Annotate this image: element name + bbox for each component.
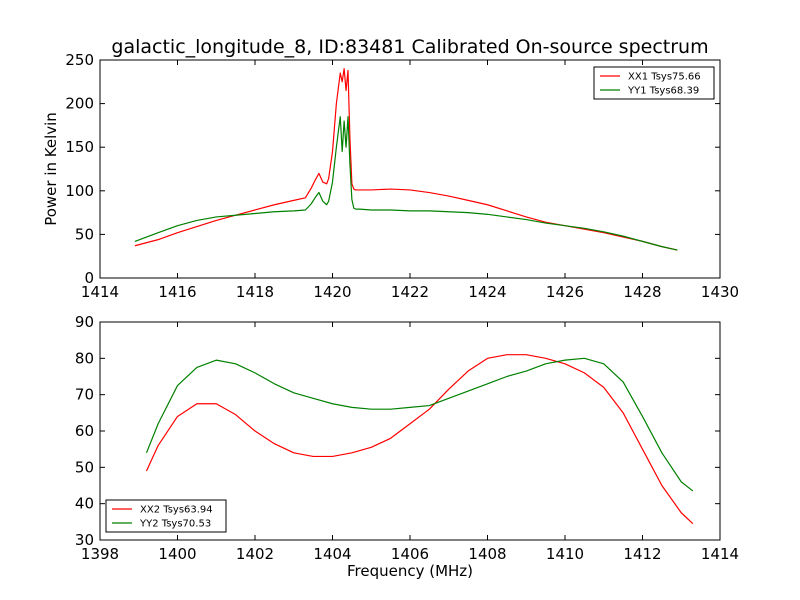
- top-plot-panel: 1414 1416 1418 1420 1422 1424 1426 1428 1430 0 50 1…: [42, 51, 739, 301]
- legend-entry-label: XX2 Tsys63.94: [140, 505, 213, 516]
- figure-title: galactic_longitude_8, ID:83481 Calibrate…: [111, 36, 708, 58]
- x-tick-label: 1426: [546, 283, 584, 301]
- x-tick-label: 1430: [701, 283, 739, 301]
- legend-entry-label: XX1 Tsys75.66: [628, 72, 701, 83]
- x-tick-label: 1424: [468, 283, 506, 301]
- x-tick-label: 1400: [158, 545, 196, 563]
- y-tick-label: 100: [65, 182, 94, 200]
- series-line-yy-2: [145, 357, 694, 492]
- y-tick-label: 60: [75, 422, 94, 440]
- x-tick-label: 1422: [391, 283, 429, 301]
- x-tick-label: 1404: [313, 545, 351, 563]
- legend-entry-label: YY2 Tsys70.53: [139, 519, 211, 530]
- series-line-xx-2: [145, 354, 694, 525]
- x-tick-label: 1428: [623, 283, 661, 301]
- x-tick-label: 1418: [236, 283, 274, 301]
- y-tick-label: 30: [75, 531, 94, 549]
- legend: XX2 Tsys63.94 YY2 Tsys70.53: [105, 499, 227, 533]
- y-axis-label: Power in Kelvin: [42, 112, 60, 226]
- legend: XX1 Tsys75.66 YY1 Tsys68.39: [593, 66, 715, 100]
- y-tick-label: 150: [65, 138, 94, 156]
- x-tick-label: 1408: [468, 545, 506, 563]
- y-tick-label: 250: [65, 51, 94, 69]
- x-tick-label: 1416: [158, 283, 196, 301]
- series-line-yy-1: [134, 116, 678, 251]
- series-line-xx-1: [134, 68, 678, 251]
- y-tick-label: 80: [75, 349, 94, 367]
- x-tick-label: 1420: [313, 283, 351, 301]
- y-tick-label: 50: [75, 225, 94, 243]
- y-tick-label: 40: [75, 495, 94, 513]
- y-tick-label: 0: [84, 269, 94, 287]
- x-tick-label: 1406: [391, 545, 429, 563]
- y-tick-label: 70: [75, 386, 94, 404]
- x-tick-label: 1412: [623, 545, 661, 563]
- x-tick-label: 1402: [236, 545, 274, 563]
- y-tick-label: 90: [75, 313, 94, 331]
- x-tick-label: 1414: [701, 545, 739, 563]
- legend-entry-label: YY1 Tsys68.39: [627, 86, 699, 97]
- x-tick-label: 1398: [81, 545, 119, 563]
- legend-box: [105, 499, 227, 533]
- x-tick-label: 1410: [546, 545, 584, 563]
- y-tick-label: 200: [65, 95, 94, 113]
- y-tick-label: 50: [75, 458, 94, 476]
- bottom-plot-panel: 1398 1400 1402 1404 1406 1408 1410 1412 1414 30 40…: [75, 313, 739, 580]
- x-tick-label: 1414: [81, 283, 119, 301]
- legend-box: [593, 66, 715, 100]
- x-axis-label: Frequency (MHz): [347, 562, 473, 580]
